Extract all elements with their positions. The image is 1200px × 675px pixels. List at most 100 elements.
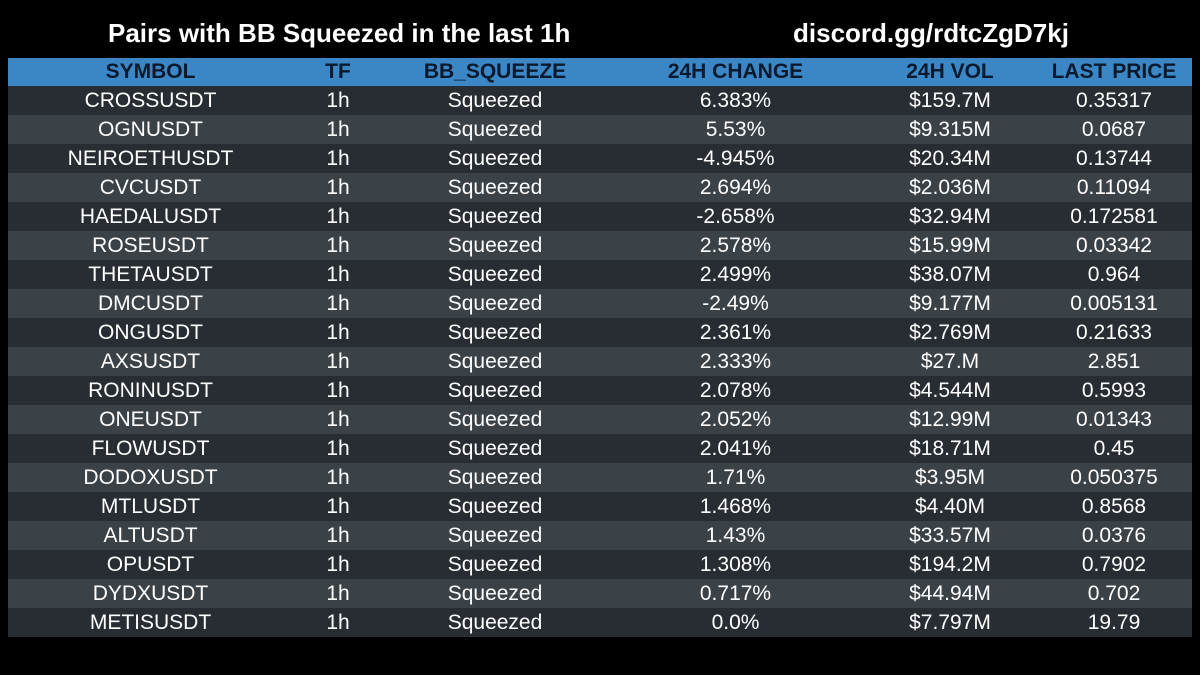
table-row[interactable]: CVCUSDT 1h Squeezed 2.694% $2.036M 0.11094 (8, 173, 1192, 202)
price-cell: 0.7902 (1036, 550, 1192, 579)
symbol-cell: DMCUSDT (8, 289, 293, 318)
tf-cell: 1h (293, 347, 383, 376)
change-cell: 0.0% (607, 608, 864, 637)
price-cell: 0.172581 (1036, 202, 1192, 231)
table-row[interactable]: ONEUSDT 1h Squeezed 2.052% $12.99M 0.01343 (8, 405, 1192, 434)
column-header-last-price[interactable]: LAST PRICE (1036, 58, 1192, 86)
tf-cell: 1h (293, 434, 383, 463)
change-cell: -2.49% (607, 289, 864, 318)
price-cell: 0.0376 (1036, 521, 1192, 550)
table-row[interactable]: HAEDALUSDT 1h Squeezed -2.658% $32.94M 0.1725… (8, 202, 1192, 231)
table-row[interactable]: DMCUSDT 1h Squeezed -2.49% $9.177M 0.005131 (8, 289, 1192, 318)
table-row[interactable]: MTLUSDT 1h Squeezed 1.468% $4.40M 0.8568 (8, 492, 1192, 521)
table-row[interactable]: DODOXUSDT 1h Squeezed 1.71% $3.95M 0.050375 (8, 463, 1192, 492)
symbol-cell: METISUSDT (8, 608, 293, 637)
column-header-24h-change[interactable]: 24H CHANGE (607, 58, 864, 86)
price-cell: 0.11094 (1036, 173, 1192, 202)
bb-squeeze-cell: Squeezed (383, 289, 607, 318)
tf-cell: 1h (293, 144, 383, 173)
table-row[interactable]: DYDXUSDT 1h Squeezed 0.717% $44.94M 0.702 (8, 579, 1192, 608)
table-row[interactable]: OPUSDT 1h Squeezed 1.308% $194.2M 0.7902 (8, 550, 1192, 579)
change-cell: -2.658% (607, 202, 864, 231)
bb-squeeze-cell: Squeezed (383, 86, 607, 115)
change-cell: 0.717% (607, 579, 864, 608)
volume-cell: $12.99M (864, 405, 1036, 434)
table-row[interactable]: THETAUSDT 1h Squeezed 2.499% $38.07M 0.964 (8, 260, 1192, 289)
bb-squeeze-cell: Squeezed (383, 608, 607, 637)
change-cell: 2.578% (607, 231, 864, 260)
table-row[interactable]: FLOWUSDT 1h Squeezed 2.041% $18.71M 0.45 (8, 434, 1192, 463)
table-row[interactable]: METISUSDT 1h Squeezed 0.0% $7.797M 19.79 (8, 608, 1192, 637)
tf-cell: 1h (293, 405, 383, 434)
price-cell: 0.964 (1036, 260, 1192, 289)
column-header-bb-squeeze[interactable]: BB_SQUEEZE (383, 58, 607, 86)
symbol-cell: OPUSDT (8, 550, 293, 579)
table-row[interactable]: ROSEUSDT 1h Squeezed 2.578% $15.99M 0.03342 (8, 231, 1192, 260)
volume-cell: $44.94M (864, 579, 1036, 608)
symbol-cell: CROSSUSDT (8, 86, 293, 115)
price-cell: 0.01343 (1036, 405, 1192, 434)
bb-squeeze-cell: Squeezed (383, 318, 607, 347)
table-row[interactable]: ALTUSDT 1h Squeezed 1.43% $33.57M 0.0376 (8, 521, 1192, 550)
change-cell: 1.468% (607, 492, 864, 521)
volume-cell: $159.7M (864, 86, 1036, 115)
column-header-tf[interactable]: TF (293, 58, 383, 86)
tf-cell: 1h (293, 231, 383, 260)
change-cell: 2.052% (607, 405, 864, 434)
squeeze-table: SYMBOL TF BB_SQUEEZE 24H CHANGE 24H VOL … (8, 58, 1192, 637)
price-cell: 0.13744 (1036, 144, 1192, 173)
volume-cell: $33.57M (864, 521, 1036, 550)
volume-cell: $4.544M (864, 376, 1036, 405)
bb-squeeze-cell: Squeezed (383, 376, 607, 405)
discord-link[interactable]: discord.gg/rdtcZgD7kj (793, 18, 1069, 48)
tf-cell: 1h (293, 608, 383, 637)
change-cell: 2.041% (607, 434, 864, 463)
tf-cell: 1h (293, 521, 383, 550)
bb-squeeze-cell: Squeezed (383, 405, 607, 434)
price-cell: 0.21633 (1036, 318, 1192, 347)
price-cell: 19.79 (1036, 608, 1192, 637)
change-cell: 6.383% (607, 86, 864, 115)
tf-cell: 1h (293, 550, 383, 579)
change-cell: 5.53% (607, 115, 864, 144)
tf-cell: 1h (293, 173, 383, 202)
symbol-cell: FLOWUSDT (8, 434, 293, 463)
bb-squeeze-cell: Squeezed (383, 202, 607, 231)
bb-squeeze-cell: Squeezed (383, 463, 607, 492)
symbol-cell: OGNUSDT (8, 115, 293, 144)
symbol-cell: DYDXUSDT (8, 579, 293, 608)
price-cell: 0.03342 (1036, 231, 1192, 260)
volume-cell: $2.769M (864, 318, 1036, 347)
symbol-cell: ROSEUSDT (8, 231, 293, 260)
bb-squeeze-cell: Squeezed (383, 521, 607, 550)
page-title: Pairs with BB Squeezed in the last 1h (108, 18, 571, 48)
volume-cell: $4.40M (864, 492, 1036, 521)
column-header-symbol[interactable]: SYMBOL (8, 58, 293, 86)
volume-cell: $18.71M (864, 434, 1036, 463)
tf-cell: 1h (293, 463, 383, 492)
tf-cell: 1h (293, 376, 383, 405)
table-row[interactable]: AXSUSDT 1h Squeezed 2.333% $27.M 2.851 (8, 347, 1192, 376)
symbol-cell: CVCUSDT (8, 173, 293, 202)
table-row[interactable]: CROSSUSDT 1h Squeezed 6.383% $159.7M 0.35317 (8, 86, 1192, 115)
change-cell: 1.43% (607, 521, 864, 550)
table-row[interactable]: NEIROETHUSDT 1h Squeezed -4.945% $20.34M 0.13… (8, 144, 1192, 173)
volume-cell: $32.94M (864, 202, 1036, 231)
bb-squeeze-cell: Squeezed (383, 550, 607, 579)
symbol-cell: NEIROETHUSDT (8, 144, 293, 173)
table-row[interactable]: ONGUSDT 1h Squeezed 2.361% $2.769M 0.21633 (8, 318, 1192, 347)
volume-cell: $27.M (864, 347, 1036, 376)
change-cell: 2.694% (607, 173, 864, 202)
symbol-cell: ONGUSDT (8, 318, 293, 347)
tf-cell: 1h (293, 289, 383, 318)
table-row[interactable]: OGNUSDT 1h Squeezed 5.53% $9.315M 0.0687 (8, 115, 1192, 144)
bb-squeeze-cell: Squeezed (383, 260, 607, 289)
price-cell: 2.851 (1036, 347, 1192, 376)
change-cell: -4.945% (607, 144, 864, 173)
tf-cell: 1h (293, 579, 383, 608)
volume-cell: $2.036M (864, 173, 1036, 202)
table-row[interactable]: RONINUSDT 1h Squeezed 2.078% $4.544M 0.5993 (8, 376, 1192, 405)
symbol-cell: ALTUSDT (8, 521, 293, 550)
volume-cell: $38.07M (864, 260, 1036, 289)
column-header-24h-vol[interactable]: 24H VOL (864, 58, 1036, 86)
